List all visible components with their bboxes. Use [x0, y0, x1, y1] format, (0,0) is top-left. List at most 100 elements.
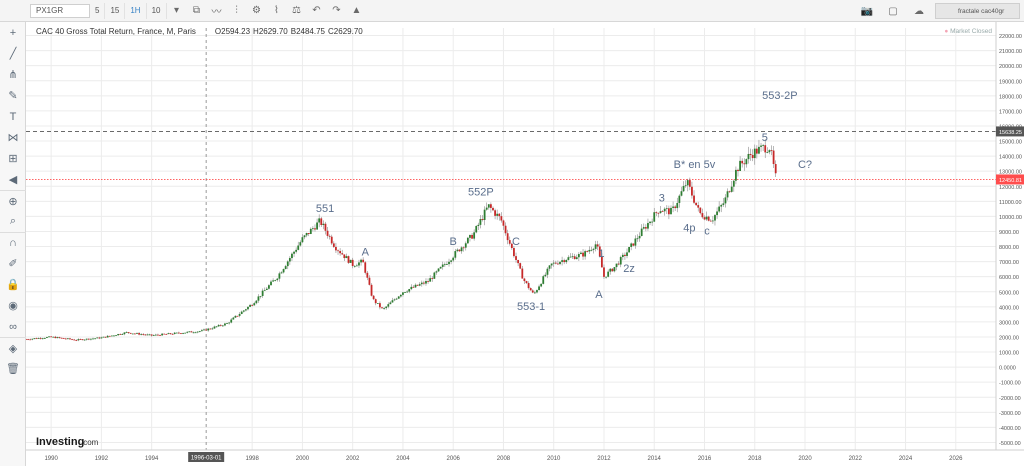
candle-body — [603, 267, 605, 277]
lock-icon[interactable]: 🔒 — [6, 279, 20, 291]
pitchfork-icon[interactable]: ⋔ — [8, 69, 18, 81]
candle-body — [311, 228, 314, 230]
candle-body — [758, 146, 760, 154]
redo-icon[interactable]: ↷ — [332, 5, 341, 16]
candle-body — [617, 263, 620, 265]
candle-body — [121, 334, 124, 335]
x-tick-label: 2000 — [296, 456, 310, 462]
candle-body — [458, 249, 461, 252]
candle-body — [215, 326, 218, 328]
x-tick-label: 2026 — [949, 456, 963, 462]
eye-icon[interactable]: ◉ — [8, 300, 18, 312]
pencil-lock-icon[interactable]: ✐ — [8, 258, 18, 270]
candle-body — [94, 338, 97, 340]
candle-body — [628, 246, 631, 253]
undo-icon[interactable]: ↶ — [312, 5, 321, 16]
tools-icon[interactable]: ⊕ — [0, 190, 26, 211]
candle-style-icon[interactable]: ⧉ — [192, 5, 201, 16]
interval-1h[interactable]: 1H — [125, 2, 147, 19]
pattern-icon[interactable]: ⋈ — [7, 132, 19, 144]
symbol-input[interactable]: PX1GR — [30, 3, 90, 18]
candle-body — [653, 212, 656, 222]
compare-icon[interactable]: ⌇ — [274, 5, 279, 16]
candle-body — [674, 206, 677, 209]
wave-label: 1 — [598, 248, 604, 260]
back-arrow-icon[interactable]: ◀ — [8, 174, 18, 186]
candle-body — [672, 206, 674, 208]
cloud-icon[interactable]: ☁ — [914, 5, 924, 17]
link-icon[interactable]: ∞ — [9, 320, 17, 333]
candle-body — [678, 195, 681, 203]
candle-body — [372, 295, 375, 300]
candle-body — [481, 219, 484, 220]
candle-body — [510, 243, 513, 249]
candle-body — [580, 252, 582, 255]
candle-body — [513, 248, 515, 257]
candle-body — [479, 219, 482, 225]
y-tick-label: 21000.00 — [999, 49, 1022, 55]
y-tick-label: 15000.00 — [999, 140, 1022, 146]
interval-5[interactable]: 5 — [90, 2, 106, 19]
interval-count[interactable]: 10 — [147, 2, 167, 19]
candle-body — [483, 209, 486, 220]
trash-icon[interactable]: 🗑 — [6, 363, 20, 375]
wave-label: 2z — [623, 263, 635, 275]
candle-body — [523, 278, 526, 282]
settings-icon[interactable]: ⚙ — [252, 5, 261, 16]
candle-body — [349, 259, 352, 263]
candle-body — [762, 145, 765, 146]
candle-body — [452, 257, 455, 261]
layout-icon[interactable]: ▢ — [888, 5, 898, 17]
candle-body — [376, 303, 379, 304]
candle-body — [607, 271, 610, 277]
candle-body — [728, 191, 731, 193]
candle-body — [27, 339, 29, 341]
chart-canvas[interactable]: 551 A 552P B C 553-1 1 A 2z 3 4p c B* en 5v 5 553-2P C?… — [26, 22, 1024, 466]
candle-body — [502, 220, 505, 226]
layers-icon[interactable]: ◈ — [0, 337, 26, 358]
camera-icon[interactable]: 📷 — [860, 5, 874, 17]
candle-body — [613, 267, 616, 272]
indicator-icon[interactable]: ⫶ — [235, 5, 238, 16]
candle-body — [429, 278, 432, 282]
candle-body — [87, 338, 90, 340]
candle-body — [657, 212, 660, 214]
alert-icon[interactable]: ▲ — [351, 5, 362, 16]
line-chart-icon[interactable]: 〰 — [211, 7, 222, 18]
candle-body — [278, 273, 281, 279]
candle-body — [52, 336, 55, 338]
brush-icon[interactable]: ✎ — [8, 90, 18, 102]
candle-body — [711, 220, 714, 222]
interval-15[interactable]: 15 — [105, 2, 126, 19]
scales-icon[interactable]: ⚖ — [292, 5, 301, 16]
wave-label: A — [362, 247, 370, 259]
candle-body — [739, 160, 741, 172]
chevron-down-icon[interactable]: ▾ — [173, 5, 180, 16]
candle-body — [198, 331, 201, 332]
candle-body — [747, 153, 750, 160]
wave-label: 4p — [683, 222, 695, 234]
user-layout-selector[interactable]: fractale cac40gr — [935, 3, 1020, 19]
candle-body — [173, 332, 176, 335]
candle-body — [280, 272, 283, 274]
crosshair-icon[interactable]: + — [9, 26, 17, 39]
y-tick-label: -4000.00 — [999, 426, 1021, 432]
text-icon[interactable]: T — [9, 110, 17, 123]
candle-body — [492, 207, 494, 211]
candle-body — [48, 336, 50, 338]
candle-body — [150, 334, 153, 336]
price-marker-box — [996, 174, 1024, 185]
candle-body — [406, 291, 409, 293]
measure-icon[interactable]: ⊞ — [8, 153, 18, 165]
candle-body — [169, 333, 172, 334]
candle-body — [244, 309, 247, 311]
zoom-icon[interactable]: ⌕ — [9, 215, 17, 227]
trendline-icon[interactable]: ╱ — [9, 48, 17, 60]
magnet-icon[interactable]: ∩ — [0, 232, 26, 253]
candle-body — [590, 249, 593, 251]
candle-body — [35, 338, 38, 340]
x-tick-label: 1992 — [95, 456, 109, 462]
ohlc-low: B2484.75 — [290, 27, 326, 36]
candle-body — [640, 228, 643, 236]
candle-body — [152, 335, 155, 336]
